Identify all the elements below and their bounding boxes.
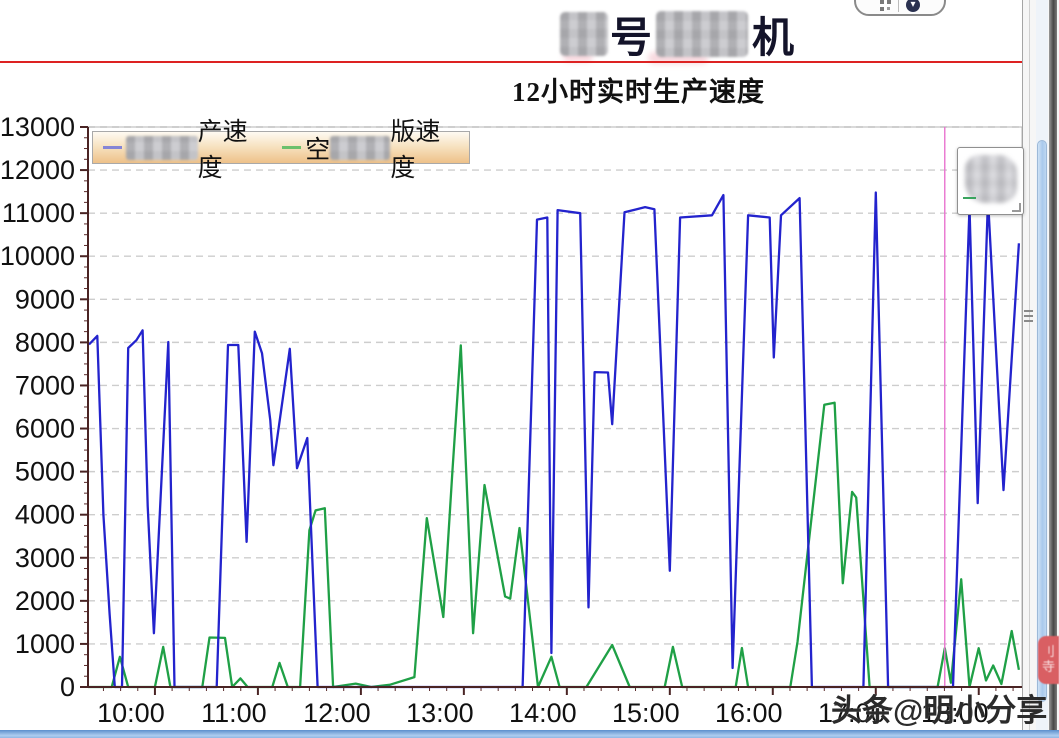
window-bottom-border — [0, 730, 1059, 738]
svg-text:4000: 4000 — [15, 500, 75, 530]
panel-divider — [1029, 0, 1030, 738]
legend-censor-block — [330, 135, 391, 160]
svg-text:16:00: 16:00 — [715, 698, 783, 728]
title-char: 机 — [752, 15, 795, 62]
window-edge — [1049, 0, 1057, 738]
extension-toolbar[interactable]: ▾ — [854, 0, 946, 16]
series-line — [88, 191, 1021, 689]
svg-text:12000: 12000 — [0, 155, 75, 185]
splitter-grip-icon[interactable] — [1024, 308, 1033, 322]
svg-text:9000: 9000 — [15, 284, 75, 314]
svg-text:18:00: 18:00 — [921, 698, 989, 728]
legend-label: 版速度 — [390, 118, 441, 182]
watermark-text: 头条@明小分享 — [831, 693, 1048, 728]
svg-text:5000: 5000 — [15, 457, 75, 487]
svg-text:1000: 1000 — [15, 629, 75, 659]
chart-subtitle: 12小时实时生产速度 — [512, 77, 765, 107]
share-tag-button[interactable]: 刂 寺 — [1038, 636, 1059, 684]
page-title: 号 机 — [560, 8, 794, 62]
svg-text:3000: 3000 — [15, 543, 75, 573]
chart-series — [88, 191, 1021, 689]
tooltip-green-dash — [963, 197, 976, 199]
chevron-down-icon[interactable]: ▾ — [906, 0, 920, 12]
svg-text:2000: 2000 — [15, 586, 75, 616]
qr-code-icon[interactable] — [880, 0, 891, 11]
legend-label-prefix: 空 — [305, 136, 331, 164]
svg-text:0: 0 — [60, 672, 75, 702]
svg-text:13:00: 13:00 — [406, 698, 474, 728]
svg-text:8000: 8000 — [15, 327, 75, 357]
title-char: 号 — [610, 15, 653, 62]
svg-text:10:00: 10:00 — [97, 698, 165, 728]
svg-text:7000: 7000 — [15, 370, 75, 400]
tooltip-panel — [957, 147, 1024, 215]
axis-spines — [87, 127, 1022, 688]
toolbar-separator — [898, 0, 899, 12]
y-axis: 0 1000 2000 3000 4000 5000 6000 7000 8000 9000 100… — [0, 112, 88, 702]
scrollbar-thumb[interactable] — [1037, 140, 1047, 702]
svg-text:17:00: 17:00 — [818, 698, 886, 728]
legend-label: 产速度 — [197, 118, 248, 182]
svg-text:10000: 10000 — [0, 241, 75, 271]
svg-text:12:00: 12:00 — [303, 698, 371, 728]
legend-censor-block — [126, 135, 198, 160]
title-censor-block — [656, 11, 749, 57]
svg-text:11:00: 11:00 — [201, 698, 267, 728]
panel-divider — [1022, 0, 1023, 738]
header-divider-line — [0, 61, 1050, 63]
tooltip-censor-blob — [965, 155, 1017, 203]
title-censor-block — [560, 12, 608, 56]
window-right-chrome — [1022, 0, 1059, 738]
svg-text:15:00: 15:00 — [612, 698, 680, 728]
svg-text:14:00: 14:00 — [509, 698, 577, 728]
svg-text:11000: 11000 — [2, 198, 75, 228]
chart-legend: 产速度 空 版速度 — [92, 119, 470, 182]
side-tag-char: 刂 — [1041, 644, 1055, 659]
side-tag-char: 寺 — [1041, 659, 1055, 674]
legend-swatch-blue — [103, 146, 122, 149]
svg-text:13000: 13000 — [0, 112, 75, 142]
legend-swatch-green — [282, 146, 302, 149]
x-axis: 10:00 11:00 12:00 13:00 14:00 15:00 16:00 17:00… — [97, 687, 1014, 728]
resize-handle-icon[interactable] — [1012, 203, 1021, 212]
svg-text:6000: 6000 — [15, 414, 75, 444]
